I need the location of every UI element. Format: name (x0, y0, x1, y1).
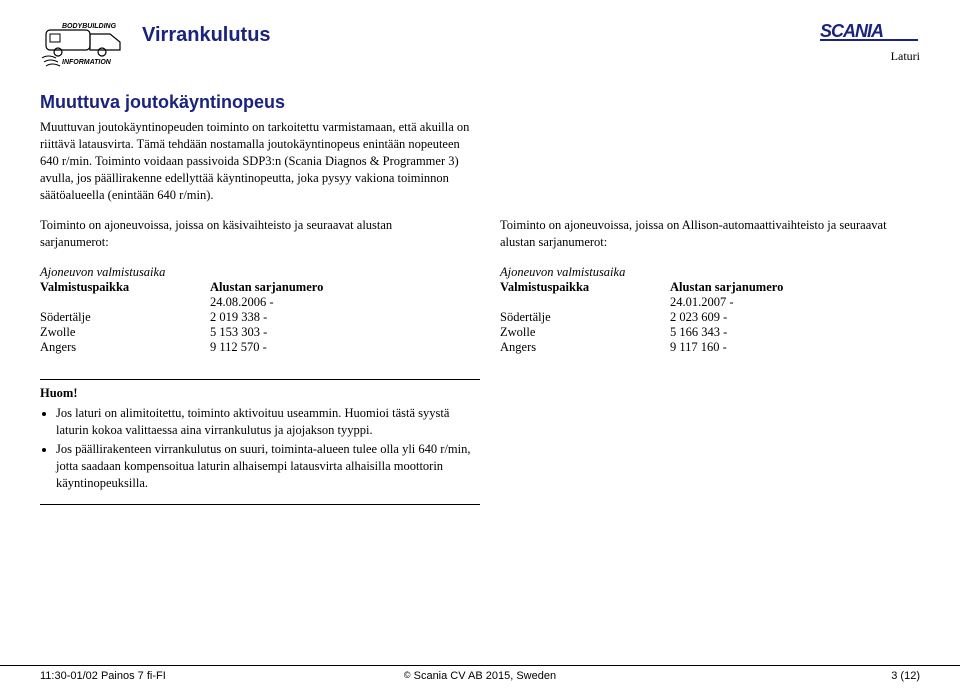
bbi-text-1: BODYBUILDING (62, 23, 117, 30)
right-table: Valmistuspaikka Alustan sarjanumero 24.0… (500, 280, 920, 355)
right-intro: Toiminto on ajoneuvoissa, joissa on Alli… (500, 217, 920, 251)
document-title: Virrankulutus (142, 24, 271, 47)
right-h1: Valmistuspaikka (500, 280, 670, 295)
left-h1: Valmistuspaikka (40, 280, 210, 295)
left-date: 24.08.2006 - (210, 295, 460, 310)
note-item: Jos laturi on alimitoitettu, toiminto ak… (56, 405, 480, 439)
left-column: Toiminto on ajoneuvoissa, joissa on käsi… (40, 217, 460, 355)
table-row: Zwolle 5 166 343 - (500, 325, 920, 340)
footer-right: 3 (12) (891, 670, 920, 682)
left-table: Valmistuspaikka Alustan sarjanumero 24.0… (40, 280, 460, 355)
page-footer: 11:30-01/02 Painos 7 fi-FI © Scania CV A… (0, 665, 960, 682)
bodybuilding-info-logo: BODYBUILDING INFORMATION (40, 20, 130, 68)
footer-left: 11:30-01/02 Painos 7 fi-FI (40, 670, 166, 682)
header-left: BODYBUILDING INFORMATION Virrankulutus (40, 20, 271, 68)
laturi-label: Laturi (820, 49, 920, 64)
note-title: Huom! (40, 386, 480, 401)
table-row: Angers 9 117 160 - (500, 340, 920, 355)
section-title: Muuttuva joutokäyntinopeus (40, 92, 920, 113)
table-row: Södertälje 2 023 609 - (500, 310, 920, 325)
scania-logo: SCANIA (820, 20, 920, 42)
bbi-text-2: INFORMATION (62, 59, 112, 66)
note-box: Huom! Jos laturi on alimitoitettu, toimi… (40, 379, 480, 504)
note-list: Jos laturi on alimitoitettu, toiminto ak… (40, 405, 480, 491)
two-column-area: Toiminto on ajoneuvoissa, joissa on käsi… (40, 217, 920, 355)
right-subhead: Ajoneuvon valmistusaika (500, 265, 920, 280)
note-item: Jos päällirakenteen virrankulutus on suu… (56, 441, 480, 492)
left-subhead: Ajoneuvon valmistusaika (40, 265, 460, 280)
section-body: Muuttuvan joutokäyntinopeuden toiminto o… (40, 119, 480, 203)
table-row: Zwolle 5 153 303 - (40, 325, 460, 340)
footer-center: © Scania CV AB 2015, Sweden (404, 670, 556, 682)
svg-text:SCANIA: SCANIA (820, 21, 883, 41)
table-row: Södertälje 2 019 338 - (40, 310, 460, 325)
right-date: 24.01.2007 - (670, 295, 920, 310)
right-column: Toiminto on ajoneuvoissa, joissa on Alli… (500, 217, 920, 355)
left-h2: Alustan sarjanumero (210, 280, 460, 295)
table-row: Angers 9 112 570 - (40, 340, 460, 355)
page-header: BODYBUILDING INFORMATION Virrankulutus S… (40, 20, 920, 68)
header-right: SCANIA Laturi (820, 20, 920, 64)
right-h2: Alustan sarjanumero (670, 280, 920, 295)
left-intro: Toiminto on ajoneuvoissa, joissa on käsi… (40, 217, 460, 251)
